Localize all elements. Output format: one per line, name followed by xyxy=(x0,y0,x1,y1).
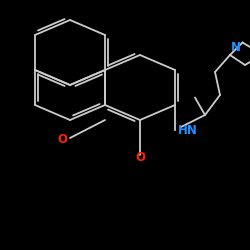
Text: HN: HN xyxy=(178,124,198,136)
Text: O: O xyxy=(58,133,68,146)
Text: N: N xyxy=(231,41,241,54)
Text: O: O xyxy=(135,151,145,164)
